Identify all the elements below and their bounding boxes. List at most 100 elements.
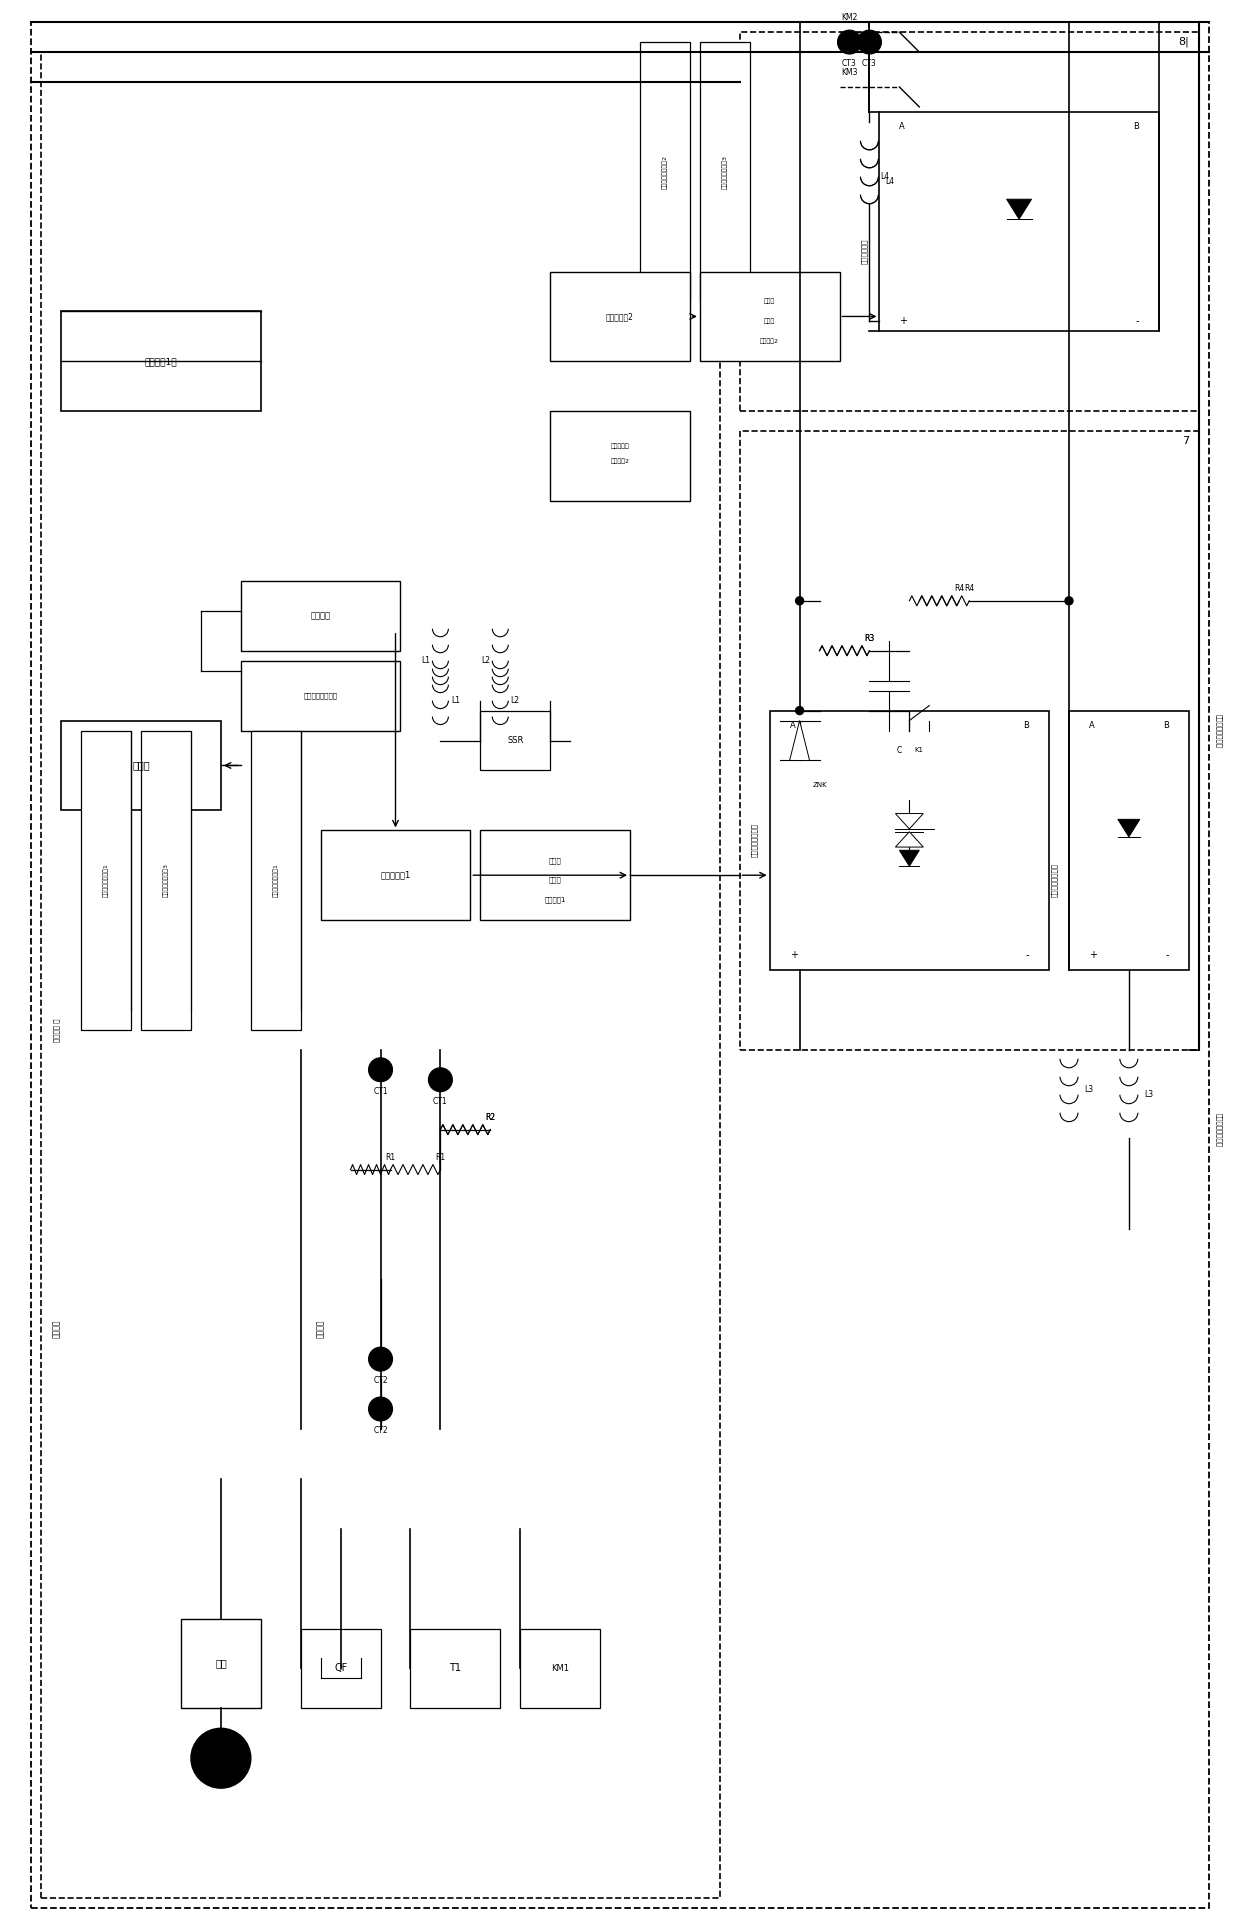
Text: 第二控制器2: 第二控制器2 [606, 313, 634, 320]
Text: L2: L2 [511, 697, 520, 704]
Text: CT1: CT1 [433, 1096, 448, 1106]
Text: 单相可控整流电路: 单相可控整流电路 [751, 824, 758, 857]
Text: 通信接口: 通信接口 [52, 1320, 61, 1337]
Text: KM2: KM2 [841, 14, 858, 21]
Text: CT3: CT3 [842, 60, 857, 68]
Text: SSR: SSR [507, 735, 523, 745]
Text: 8|: 8| [1178, 37, 1189, 48]
Text: QF: QF [334, 1664, 347, 1673]
Bar [181, 1619, 260, 1708]
Text: 第一电压采集模块1: 第一电压采集模块1 [103, 863, 109, 897]
Bar [1069, 710, 1189, 971]
Text: K1: K1 [915, 747, 924, 753]
Text: 液晶屏: 液晶屏 [133, 760, 150, 770]
Text: C: C [897, 747, 901, 755]
Text: ~: ~ [215, 1751, 227, 1766]
Bar [640, 42, 689, 301]
Text: 单相整流电路: 单相整流电路 [861, 239, 868, 264]
Text: R2: R2 [485, 1114, 495, 1121]
Text: 光电耦: 光电耦 [764, 299, 775, 305]
Bar [551, 272, 689, 361]
Bar [410, 1629, 500, 1708]
Circle shape [368, 1058, 393, 1081]
Bar [740, 430, 1199, 1050]
Circle shape [837, 31, 862, 54]
Circle shape [368, 1347, 393, 1370]
Circle shape [796, 706, 804, 714]
Bar [41, 52, 719, 1897]
Text: 第一电流采集模块1: 第一电流采集模块1 [273, 863, 279, 897]
Text: B: B [1023, 722, 1029, 730]
Text: +: + [899, 317, 908, 326]
Circle shape [429, 1067, 453, 1092]
Text: R2: R2 [485, 1114, 495, 1121]
Text: L1: L1 [420, 656, 430, 666]
Text: -: - [1136, 317, 1138, 326]
Bar [699, 42, 750, 301]
Bar [61, 720, 221, 811]
Text: 光电耦: 光电耦 [549, 857, 562, 863]
Bar [241, 660, 401, 731]
Text: CT3: CT3 [862, 60, 877, 68]
Text: R3: R3 [864, 633, 874, 643]
Text: 单相不控整流电路: 单相不控整流电路 [1215, 1112, 1221, 1146]
Polygon shape [895, 832, 924, 847]
Text: 通信接口 口: 通信接口 口 [53, 1019, 60, 1042]
Text: 7: 7 [1182, 436, 1189, 446]
Text: 电流传感器: 电流传感器 [610, 444, 630, 450]
Bar [551, 411, 689, 502]
Text: 工控机（1）: 工控机（1） [145, 357, 177, 367]
Bar [250, 731, 301, 1031]
Bar [321, 830, 470, 921]
Polygon shape [790, 720, 810, 760]
Text: 第二电流采集模块2: 第二电流采集模块2 [662, 154, 667, 189]
Text: 隔离电路2: 隔离电路2 [760, 338, 779, 344]
Text: L4: L4 [885, 178, 894, 187]
Text: 单相不控整流电路: 单相不控整流电路 [1050, 863, 1058, 897]
Text: 试点接口: 试点接口 [316, 1320, 325, 1337]
Text: R4: R4 [954, 585, 965, 593]
Text: R3: R3 [864, 633, 874, 643]
Text: +: + [1089, 950, 1097, 959]
Text: KM3: KM3 [841, 68, 858, 77]
Text: 第一控制器1: 第一控制器1 [381, 870, 410, 880]
Text: -: - [1025, 950, 1029, 959]
Text: L4: L4 [880, 172, 889, 181]
Text: A: A [899, 122, 905, 131]
Text: L3: L3 [1145, 1090, 1153, 1100]
Text: CT1: CT1 [373, 1087, 388, 1096]
Bar [770, 710, 1049, 971]
Bar [61, 311, 260, 411]
Text: R4: R4 [963, 585, 975, 593]
Polygon shape [1118, 820, 1140, 838]
Circle shape [191, 1727, 250, 1789]
Text: KM1: KM1 [551, 1664, 569, 1673]
Text: T1: T1 [449, 1664, 461, 1673]
Text: 驱动力: 驱动力 [764, 318, 775, 324]
Text: L3: L3 [1085, 1085, 1094, 1094]
Text: -: - [1166, 950, 1169, 959]
Circle shape [368, 1397, 393, 1420]
Text: CT2: CT2 [373, 1426, 388, 1436]
Text: R1: R1 [386, 1152, 396, 1162]
Text: 调理模块2: 调理模块2 [610, 457, 630, 463]
Bar [301, 1629, 381, 1708]
Bar [480, 710, 551, 770]
Text: A: A [1089, 722, 1095, 730]
Text: 驱动力: 驱动力 [549, 876, 562, 884]
Bar [521, 1629, 600, 1708]
Polygon shape [1007, 199, 1032, 220]
Bar [699, 272, 839, 361]
Text: R1: R1 [435, 1152, 445, 1162]
Bar [480, 830, 630, 921]
Text: 试品: 试品 [215, 1658, 227, 1668]
Text: 电压信号调理模块: 电压信号调理模块 [304, 693, 337, 699]
Bar [879, 112, 1159, 332]
Text: L2: L2 [481, 656, 490, 666]
Text: +: + [790, 950, 797, 959]
Polygon shape [895, 814, 924, 828]
Text: CT2: CT2 [373, 1376, 388, 1386]
Bar [740, 33, 1199, 411]
Text: L1: L1 [451, 697, 460, 704]
Text: A: A [790, 722, 795, 730]
